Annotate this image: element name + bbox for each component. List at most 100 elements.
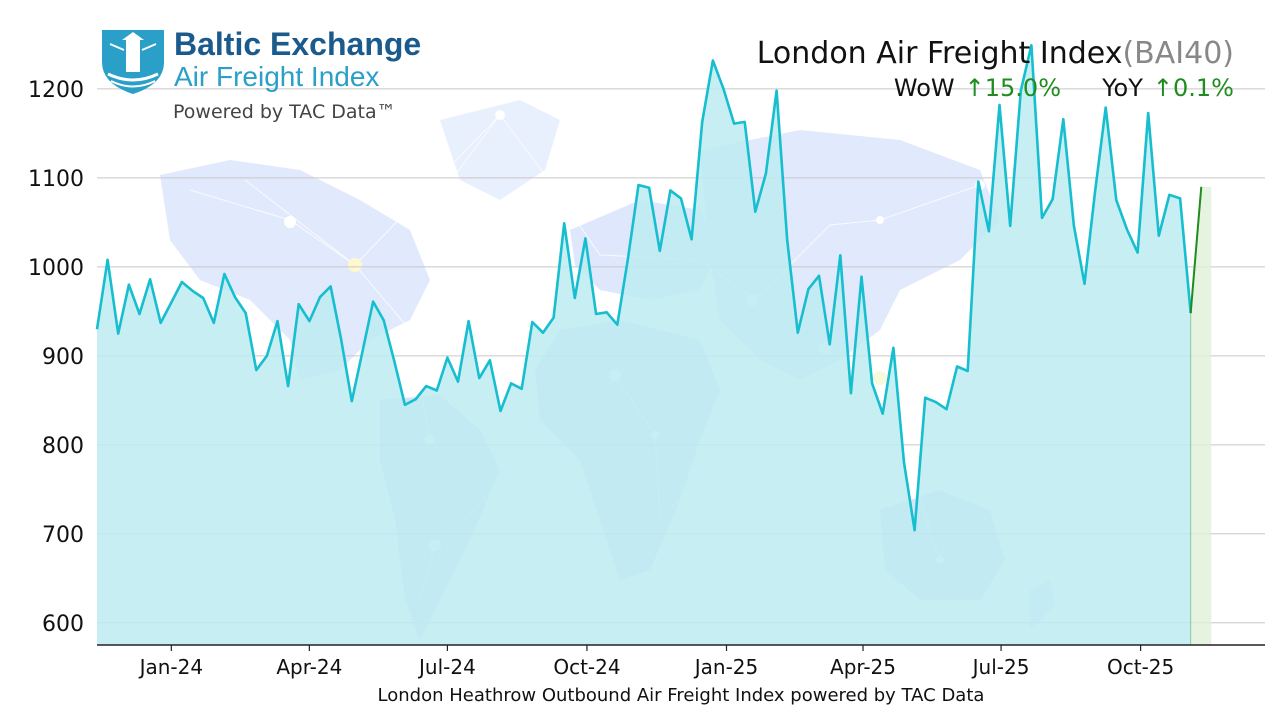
lighthouse-shield-icon — [102, 30, 164, 94]
data-point — [1200, 186, 1202, 188]
data-point — [765, 172, 767, 174]
data-point — [1158, 235, 1160, 237]
data-point — [138, 313, 140, 315]
data-point — [1105, 106, 1107, 108]
brand-powered-by: Powered by TAC Data™ — [173, 101, 396, 123]
brand-subtitle: Air Freight Index — [174, 61, 379, 92]
data-point — [276, 320, 278, 322]
y-axis-ticks: 600 700 800 900 1000 1100 1200 — [28, 78, 84, 637]
data-point — [446, 356, 448, 358]
data-point — [967, 370, 969, 372]
wow-label: WoW — [894, 74, 955, 102]
chart-title: London Air Freight Index(BAI40) — [757, 36, 1234, 71]
data-point — [839, 254, 841, 256]
data-point — [521, 388, 523, 390]
data-point — [744, 121, 746, 123]
data-point — [669, 189, 671, 191]
data-point — [563, 222, 565, 224]
brand-name: Baltic Exchange — [174, 26, 421, 62]
data-point — [393, 360, 395, 362]
data-point — [903, 461, 905, 463]
data-point — [786, 239, 788, 241]
data-point — [266, 355, 268, 357]
data-point — [956, 365, 958, 367]
yoy-stat: YoY ↑0.1% — [1101, 74, 1234, 102]
data-point — [850, 392, 852, 394]
chart-title-code: (BAI40) — [1122, 36, 1234, 71]
data-point — [754, 211, 756, 213]
data-point — [542, 332, 544, 334]
data-point — [616, 324, 618, 326]
data-point — [924, 397, 926, 399]
data-point — [340, 339, 342, 341]
data-point — [1190, 312, 1192, 314]
data-point — [584, 237, 586, 239]
y-tick-label: 1100 — [28, 167, 84, 192]
data-point — [595, 313, 597, 315]
latest-segment-line — [1189, 186, 1203, 314]
yoy-value: ↑0.1% — [1153, 74, 1234, 102]
wow-stat: WoW ↑15.0% — [894, 74, 1061, 102]
data-point — [574, 297, 576, 299]
chart-title-main: London Air Freight Index — [757, 36, 1123, 71]
data-point — [722, 88, 724, 90]
data-point — [510, 382, 512, 384]
data-point — [733, 122, 735, 124]
data-point — [1041, 217, 1043, 219]
data-point — [892, 347, 894, 349]
data-point — [191, 290, 193, 292]
data-point — [489, 359, 491, 361]
y-tick-label: 900 — [42, 345, 84, 370]
data-point — [552, 316, 554, 318]
data-point — [913, 529, 915, 531]
x-tick-label: Oct-25 — [1107, 655, 1174, 679]
data-point — [1062, 118, 1064, 120]
data-point — [1083, 283, 1085, 285]
yoy-label: YoY — [1101, 74, 1143, 102]
data-point — [372, 300, 374, 302]
data-point — [935, 401, 937, 403]
data-point — [234, 296, 236, 298]
data-point — [414, 398, 416, 400]
data-point — [701, 121, 703, 123]
data-point — [1179, 197, 1181, 199]
data-point — [170, 301, 172, 303]
y-tick-label: 1000 — [28, 256, 84, 281]
data-point — [319, 296, 321, 298]
data-point — [287, 385, 289, 387]
wow-value: ↑15.0% — [965, 74, 1061, 102]
data-point — [531, 321, 533, 323]
data-point — [308, 320, 310, 322]
data-point — [807, 288, 809, 290]
y-tick-label: 1200 — [28, 78, 84, 103]
data-point — [329, 285, 331, 287]
data-point — [1115, 199, 1117, 201]
x-tick-label: Apr-24 — [276, 655, 342, 679]
data-point — [775, 90, 777, 92]
data-point — [298, 303, 300, 305]
y-tick-label: 600 — [42, 612, 84, 637]
data-points — [106, 88, 1202, 645]
data-point — [871, 382, 873, 384]
data-point — [627, 258, 629, 260]
data-point — [1136, 251, 1138, 253]
data-point — [882, 413, 884, 415]
data-point — [106, 259, 108, 261]
data-point — [945, 408, 947, 410]
data-point — [797, 332, 799, 334]
data-point — [149, 278, 151, 280]
data-point — [1009, 225, 1011, 227]
y-tick-label: 700 — [42, 523, 84, 548]
data-point — [1126, 228, 1128, 230]
data-point — [467, 320, 469, 322]
data-point — [1073, 225, 1075, 227]
data-point — [245, 312, 247, 314]
data-point — [117, 332, 119, 334]
data-point — [659, 250, 661, 252]
data-point — [637, 184, 639, 186]
series-line — [95, 44, 1192, 532]
data-point — [361, 350, 363, 352]
y-tick-label: 800 — [42, 434, 84, 459]
data-point — [255, 369, 257, 371]
